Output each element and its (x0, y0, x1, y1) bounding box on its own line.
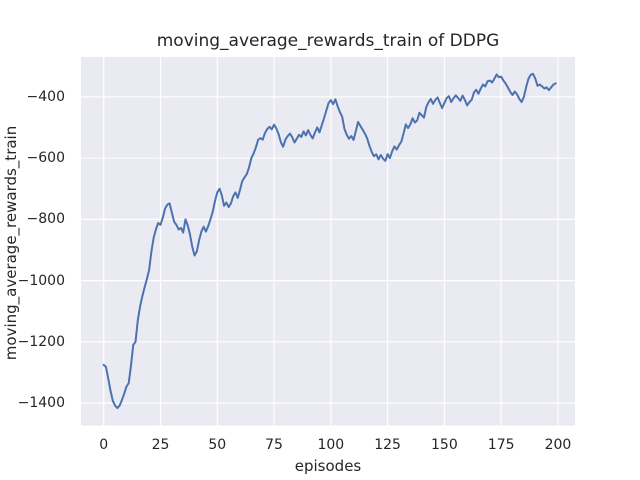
x-tick-label: 200 (544, 437, 572, 453)
x-axis-label: episodes (294, 457, 362, 475)
y-tick-label: −1400 (17, 395, 65, 412)
gridlines (81, 57, 575, 426)
y-tick-label: −800 (26, 211, 65, 228)
series-line-ddpg (102, 72, 557, 410)
x-tick-label: 100 (317, 437, 345, 453)
chart-title: moving_average_rewards_train of DDPG (156, 31, 500, 51)
x-tick-label: 125 (374, 437, 401, 453)
y-tick-label: −1200 (17, 333, 65, 350)
y-tick-label: −600 (26, 150, 65, 167)
plot-background (81, 57, 575, 426)
x-tick-label: 0 (99, 437, 109, 453)
x-tick-label: 175 (487, 437, 515, 453)
y-axis-label: moving_average_rewards_train (2, 125, 20, 361)
y-tick-label: −1000 (17, 272, 65, 289)
x-tick-label: 75 (265, 437, 283, 453)
x-tick-label: 25 (151, 437, 170, 453)
y-tick-label: −400 (26, 88, 65, 105)
x-tick-label: 50 (208, 437, 227, 453)
x-tick-label: 150 (431, 437, 458, 453)
